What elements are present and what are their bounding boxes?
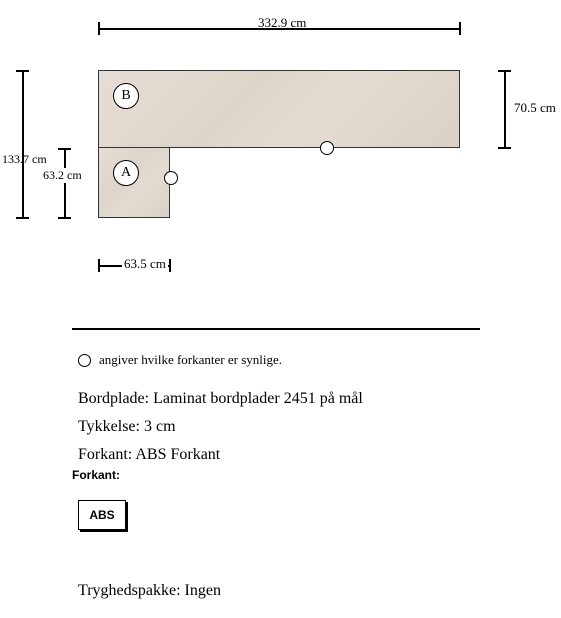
legend-text: angiver hvilke forkanter er synlige. xyxy=(99,352,282,368)
dim-right-label: 70.5 cm xyxy=(514,100,556,116)
dim-top-label: 332.9 cm xyxy=(258,15,306,31)
anchor-2 xyxy=(164,171,178,185)
dim-bottom-tick-l xyxy=(98,259,100,272)
anchor-1 xyxy=(320,141,334,155)
dim-bottom-tick-r xyxy=(169,259,171,272)
legend-circle-icon xyxy=(78,354,91,367)
circle-label-b: B xyxy=(113,83,139,109)
circle-label-a: A xyxy=(113,160,139,186)
dim-top-tick-r xyxy=(459,22,461,35)
dim-right-tick-t xyxy=(498,70,511,72)
shape-b xyxy=(98,70,460,148)
abs-box-label: ABS xyxy=(89,508,114,522)
spec-bordplade: Bordplade: Laminat bordplader 2451 på må… xyxy=(78,390,363,408)
dim-top-tick-l xyxy=(98,22,100,35)
spec-forkant-bold: Forkant: xyxy=(72,468,120,482)
abs-box: ABS xyxy=(78,500,126,530)
dim-left-outer-line xyxy=(22,70,24,218)
spec-tykkelse: Tykkelse: 3 cm xyxy=(78,418,176,436)
circle-b-text: B xyxy=(121,88,130,104)
dim-right-line xyxy=(504,70,506,148)
dim-left-inner-tick-b xyxy=(58,217,71,219)
circle-a-text: A xyxy=(121,165,131,181)
dim-right-tick-b xyxy=(498,147,511,149)
dim-left-inner-label: 63.2 cm xyxy=(42,168,83,183)
spec-tryghed: Tryghedspakke: Ingen xyxy=(78,582,221,600)
divider xyxy=(72,328,480,330)
dim-left-outer-tick-b xyxy=(16,217,29,219)
dim-left-outer-tick-t xyxy=(16,70,29,72)
spec-forkant: Forkant: ABS Forkant xyxy=(78,446,220,464)
dim-left-inner-line xyxy=(64,148,66,218)
dim-bottom-label: 63.5 cm xyxy=(122,256,168,272)
dim-left-inner-tick-t xyxy=(58,148,71,150)
legend-row: angiver hvilke forkanter er synlige. xyxy=(78,352,282,368)
dim-left-outer-label: 133.7 cm xyxy=(2,152,47,167)
